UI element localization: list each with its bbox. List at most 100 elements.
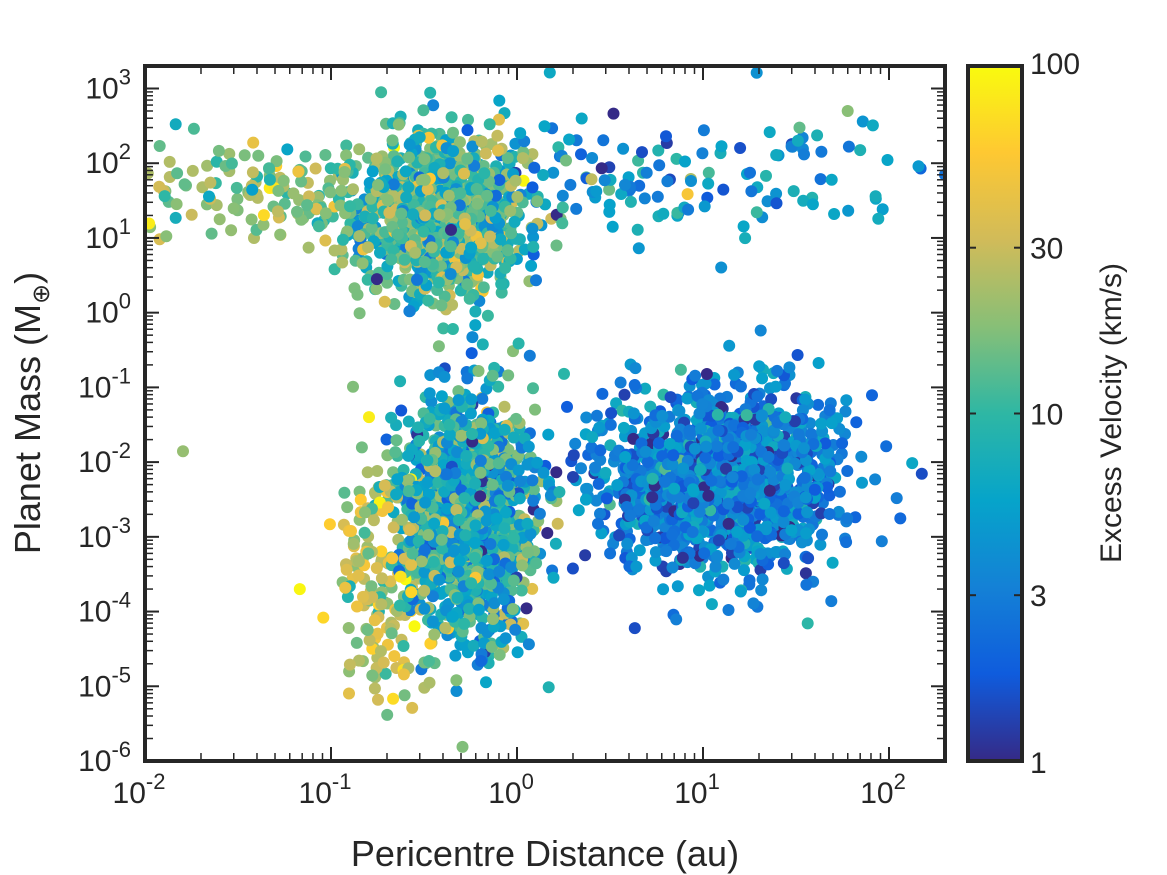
data-point [856,115,869,128]
data-point [423,387,436,400]
data-point [446,610,459,623]
data-point [801,617,814,630]
data-point [499,262,512,275]
data-point [461,124,474,137]
data-point [492,457,505,470]
data-point [807,438,820,450]
data-point [480,676,492,689]
data-point [479,147,492,160]
data-point [387,692,400,705]
y-tick-label-base: 10 [78,371,111,404]
data-point [351,600,363,613]
data-point [798,148,810,161]
data-point [824,465,837,478]
data-point [317,611,330,624]
data-point [371,627,384,640]
data-point [770,197,783,210]
data-point [340,149,353,162]
data-point [402,449,415,462]
data-point [715,140,728,153]
data-point [460,450,473,462]
data-point [413,435,426,447]
data-point [771,364,784,377]
x-tick-label-exponent: 0 [522,769,534,794]
data-point [497,593,510,606]
data-point [257,209,270,222]
data-point [363,634,376,647]
data-point [366,591,379,604]
data-point [672,491,685,504]
data-point [615,188,628,200]
data-point [700,368,713,380]
data-point [685,175,697,187]
data-point [630,560,643,573]
data-point [486,478,499,491]
data-point [397,640,410,652]
data-point [339,581,352,594]
data-point [377,656,390,669]
data-point [798,471,811,484]
data-point [443,157,456,170]
data-point [169,118,182,131]
data-point [396,513,408,526]
y-tick-label-exponent: -5 [111,662,131,687]
data-point [644,400,657,413]
data-point [351,288,364,301]
data-point [450,674,463,687]
data-point [779,548,792,561]
data-point [811,129,824,142]
data-point [826,556,839,569]
data-point [693,407,706,420]
data-point [426,615,439,628]
data-point [403,524,416,536]
data-point [418,584,431,597]
data-point [385,253,398,266]
data-point [702,177,715,190]
data-point [417,104,430,117]
data-point [382,501,394,514]
data-point [272,184,285,197]
x-tick-label-exponent: 2 [894,769,906,794]
data-point [763,484,776,497]
data-point [592,517,604,530]
data-point [633,503,646,516]
data-point [801,506,814,519]
data-point [724,538,737,550]
data-point [799,393,812,406]
data-point [735,470,748,483]
data-point [336,256,349,269]
scatter-points [145,66,945,753]
data-point [474,237,487,250]
data-point [700,440,713,453]
data-point [764,466,777,478]
data-point [246,166,259,179]
data-point [419,496,432,509]
data-point [475,135,488,148]
data-point [371,465,384,477]
data-point [531,195,544,208]
data-point [395,216,408,229]
data-point [777,505,790,518]
data-point [212,144,225,157]
data-point [687,497,700,510]
data-point [550,239,563,252]
data-point [590,185,603,198]
data-point [585,173,598,186]
data-point [412,535,425,548]
data-point [618,388,631,401]
data-point [613,529,626,542]
data-point [670,429,683,442]
data-point [530,274,542,287]
data-point [649,532,662,545]
data-point [512,337,525,350]
y-tick-label: 100 [85,289,131,330]
data-point [744,166,756,179]
data-point [352,569,365,582]
data-point [688,442,701,455]
data-point [477,281,490,294]
y-tick-label: 103 [85,64,131,105]
data-point [611,479,624,491]
data-point [651,190,664,203]
data-point [660,130,672,143]
